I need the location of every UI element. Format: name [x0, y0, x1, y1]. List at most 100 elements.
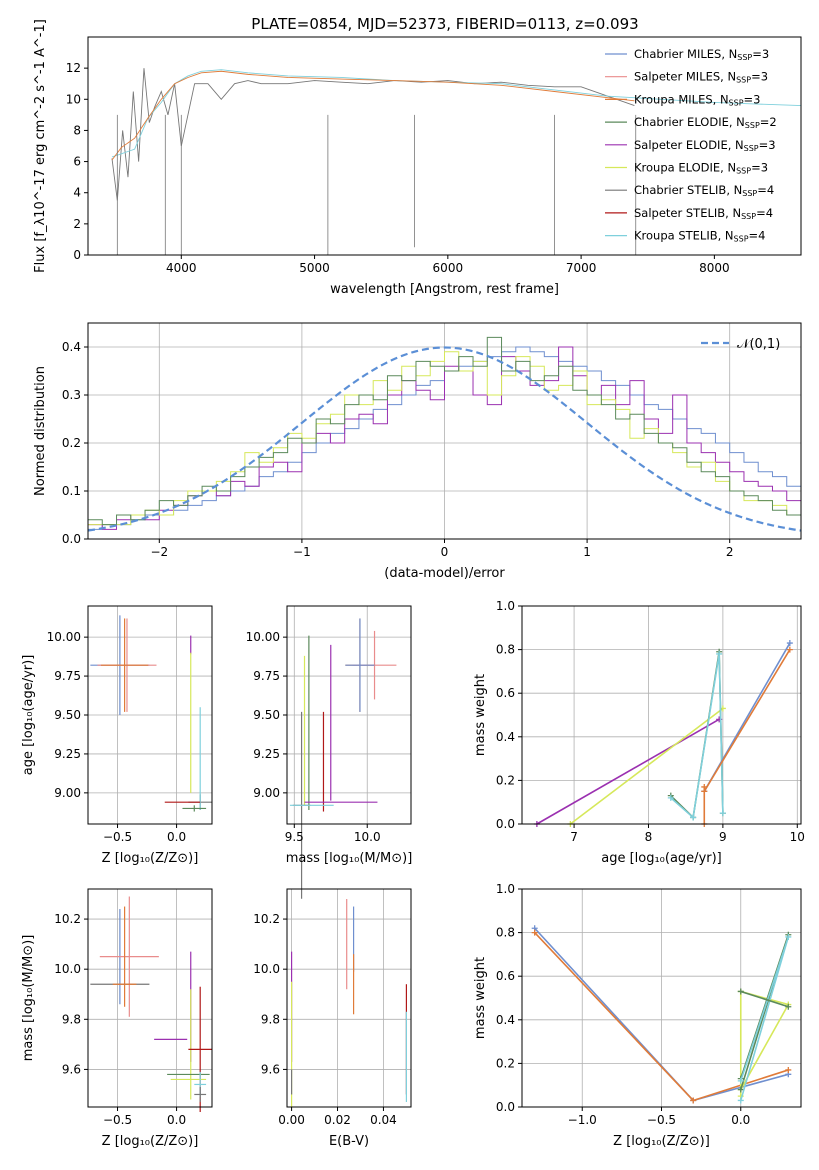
weight-marker — [719, 810, 726, 817]
y-tick-label: 1.0 — [496, 882, 515, 896]
x-tick-label: 0.0 — [167, 830, 186, 844]
y-tick-label: 9.00 — [253, 786, 280, 800]
y-tick-label: 10.2 — [253, 912, 280, 926]
y-tick-label: 12 — [66, 61, 81, 75]
legend-label: Kroupa MILES, NSSP=3 — [634, 92, 760, 107]
x-tick-label: 2 — [726, 545, 734, 559]
y-axis-label: Flux [f_λ10^-17 erg cm^-2 s^-1 A^-1] — [33, 19, 48, 273]
legend-label: Kroupa ELODIE, NSSP=3 — [634, 161, 768, 176]
x-tick-label: 1 — [583, 545, 591, 559]
y-tick-label: 9.8 — [62, 1012, 81, 1026]
weight-marker — [786, 640, 793, 647]
x-tick-label: 8 — [645, 830, 653, 844]
x-tick-label: 9.5 — [285, 830, 304, 844]
x-axis-label: mass [log₁₀(M/M⊙)] — [286, 851, 413, 866]
y-tick-label: 10.00 — [47, 630, 81, 644]
weight-marker — [786, 646, 793, 653]
legend-label: Kroupa STELIB, NSSP=4 — [634, 229, 765, 244]
y-tick-label: 9.25 — [54, 747, 81, 761]
x-tick-label: −1 — [293, 545, 311, 559]
weight-marker — [701, 783, 708, 790]
legend-label: Salpeter MILES, NSSP=3 — [634, 70, 768, 85]
y-tick-label: 0.8 — [496, 926, 515, 940]
y-tick-label: 0.8 — [496, 643, 515, 657]
panel-residuals: −2 −1 0 1 2 0.0 0.1 0.2 0.3 0.4 (data-model)/error… — [33, 322, 802, 581]
y-tick-label: 0.6 — [496, 686, 515, 700]
y-axis-label: mass [log₁₀(M/M⊙)] — [21, 935, 36, 1062]
axes-frame — [286, 888, 412, 1108]
y-tick-label: 10.00 — [246, 630, 280, 644]
x-tick-label: 7000 — [566, 261, 597, 275]
legend-label: Chabrier ELODIE, NSSP=2 — [634, 115, 777, 130]
y-tick-label: 9.75 — [54, 669, 81, 683]
axes-frame — [521, 605, 802, 825]
y-tick-label: 0 — [73, 248, 81, 262]
x-axis-label: wavelength [Angstrom, rest frame] — [330, 282, 559, 297]
y-axis-label: Normed distribution — [33, 366, 48, 496]
y-tick-label: 0.0 — [62, 532, 81, 546]
x-axis-label: E(B-V) — [329, 1134, 369, 1149]
x-tick-label: −1.0 — [568, 1113, 597, 1127]
weight-line — [703, 649, 791, 792]
weight-line — [670, 653, 724, 820]
y-tick-label: 10.2 — [54, 912, 81, 926]
y-tick-label: 9.50 — [253, 708, 280, 722]
weight-marker — [785, 933, 792, 940]
x-tick-label: 0.0 — [167, 1113, 186, 1127]
x-axis-label: Z [log₁₀(Z/Z⊙)] — [613, 1134, 710, 1149]
panel-age_vs_mass: 9.5 10.0 9.00 9.25 9.50 9.75 10.00 mass [log₁₀(… — [246, 605, 413, 899]
weight-line — [536, 718, 720, 825]
y-tick-label: 9.6 — [261, 1062, 280, 1076]
figure-title: PLATE=0854, MJD=52373, FIBERID=0113, z=0… — [251, 15, 638, 33]
y-tick-label: 0.0 — [496, 1100, 515, 1114]
x-tick-label: 0.04 — [370, 1113, 397, 1127]
x-tick-label: 0.02 — [324, 1113, 351, 1127]
y-tick-label: 1.0 — [496, 599, 515, 613]
x-axis-label: Z [log₁₀(Z/Z⊙)] — [102, 851, 199, 866]
x-tick-label: −0.5 — [103, 830, 132, 844]
x-tick-label: 10 — [790, 830, 805, 844]
histogram-step — [88, 351, 801, 526]
legend-label: Chabrier STELIB, NSSP=4 — [634, 183, 774, 198]
weight-marker — [667, 794, 674, 801]
x-tick-label: 0.0 — [731, 1113, 750, 1127]
x-tick-label: 0 — [441, 545, 449, 559]
weight-marker — [737, 1097, 744, 1104]
x-tick-label: 0.00 — [278, 1113, 305, 1127]
y-tick-label: 0.4 — [496, 730, 515, 744]
weight-line — [740, 990, 789, 1008]
weight-marker — [690, 1097, 697, 1104]
y-axis-label: age [log₁₀(age/yr)] — [21, 655, 36, 776]
y-tick-label: 0.1 — [62, 484, 81, 498]
y-tick-label: 9.50 — [54, 708, 81, 722]
normal-curve — [87, 346, 802, 532]
spectrum-line — [111, 70, 635, 161]
x-tick-label: 4000 — [166, 261, 197, 275]
y-tick-label: 8 — [73, 123, 81, 137]
y-tick-label: 2 — [73, 217, 81, 231]
y-tick-label: 0.4 — [496, 1013, 515, 1027]
y-tick-label: 9.00 — [54, 786, 81, 800]
x-axis-label: (data-model)/error — [384, 566, 505, 581]
panel-weight_vs_Z: −1.0 −0.5 0.0 0.0 0.2 0.4 0.6 0.8 1.0 Z [log₁₀(Z/… — [473, 882, 802, 1149]
spectrum-line — [111, 69, 802, 158]
x-tick-label: 10.0 — [354, 830, 381, 844]
spectrum-line — [111, 68, 635, 201]
y-tick-label: 10.0 — [253, 962, 280, 976]
y-tick-label: 9.8 — [261, 1012, 280, 1026]
y-tick-label: 9.25 — [253, 747, 280, 761]
weight-marker — [531, 929, 538, 936]
y-tick-label: 0.4 — [62, 340, 81, 354]
weight-marker — [737, 1086, 744, 1093]
y-tick-label: 0.2 — [496, 773, 515, 787]
weight-line — [569, 707, 724, 825]
x-tick-label: −2 — [150, 545, 168, 559]
y-axis-label: mass weight — [473, 957, 488, 1039]
weight-marker — [785, 1066, 792, 1073]
axes-frame — [87, 888, 213, 1108]
y-tick-label: 0.6 — [496, 969, 515, 983]
x-tick-label: −0.5 — [103, 1113, 132, 1127]
weight-marker — [737, 988, 744, 995]
y-tick-label: 6 — [73, 155, 81, 169]
